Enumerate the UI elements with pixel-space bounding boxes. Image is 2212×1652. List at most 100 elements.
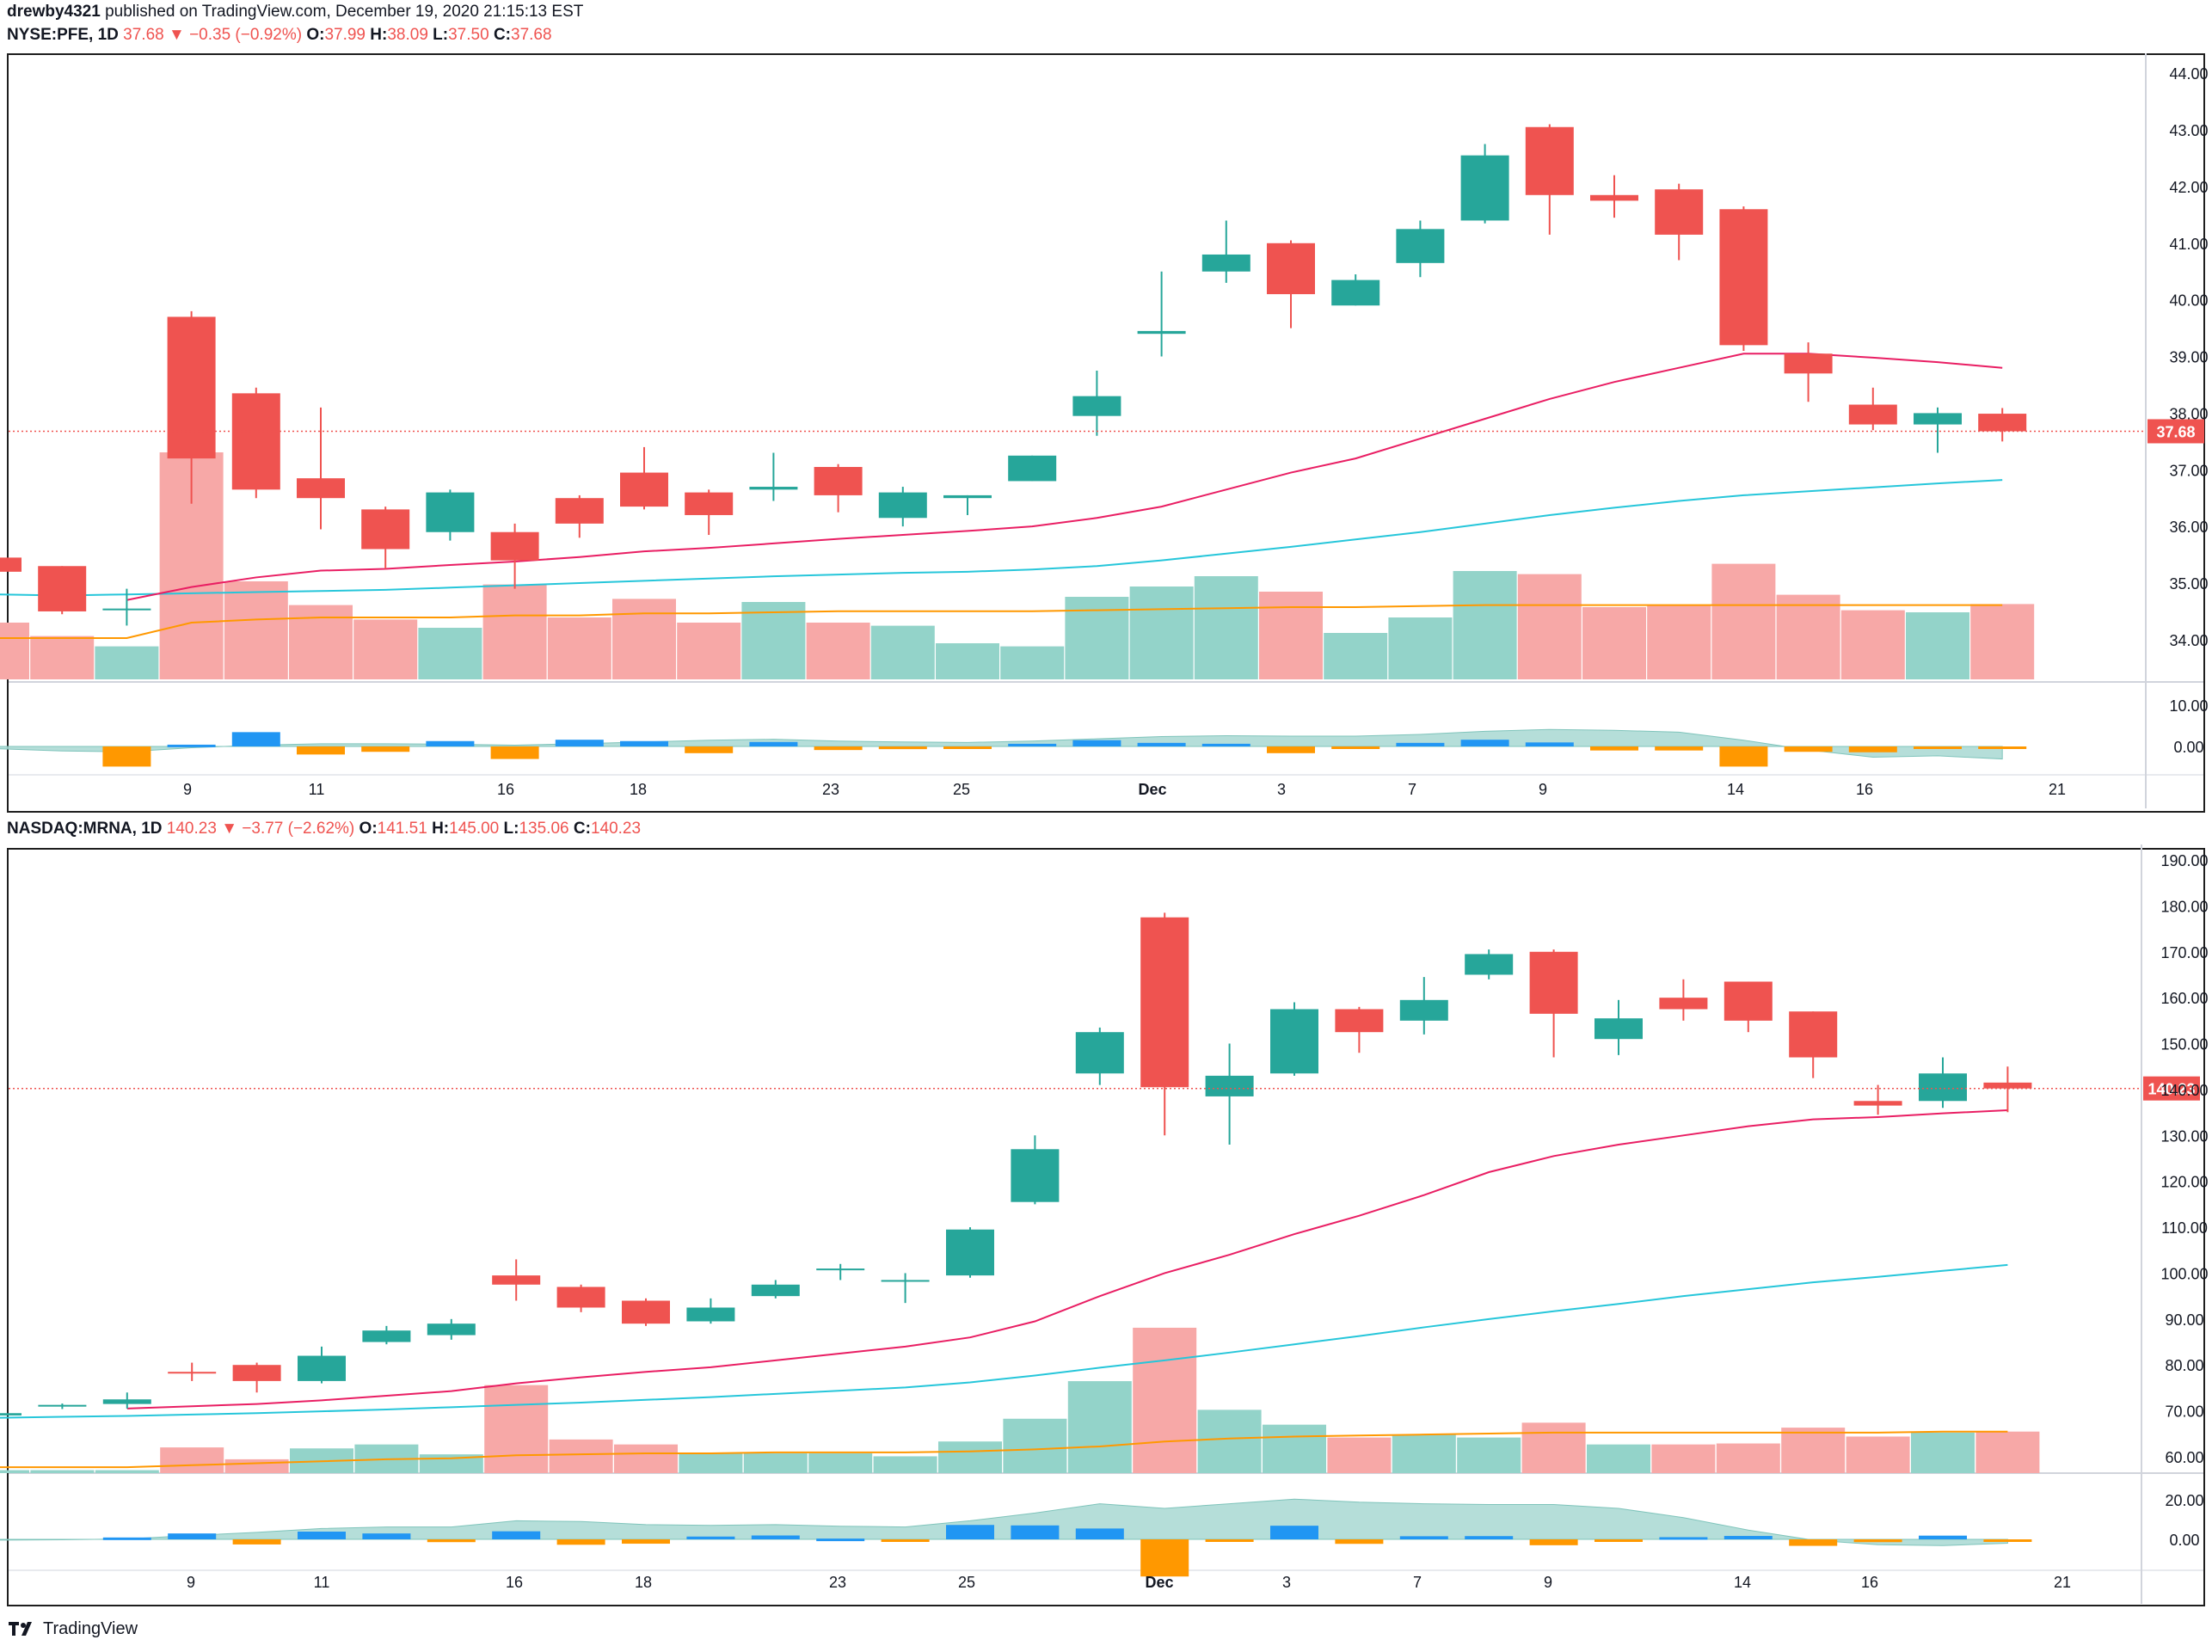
- macd-bar: [1659, 1537, 1708, 1540]
- x-tick-label: 14: [1734, 1574, 1751, 1591]
- candle-body: [1724, 981, 1773, 1021]
- candle-body: [427, 1323, 476, 1336]
- pfe-low: 37.50: [448, 26, 489, 44]
- volume-bar: [1392, 1434, 1456, 1473]
- candle-body: [1075, 1032, 1124, 1074]
- volume-bar: [1388, 617, 1453, 679]
- macd-bar: [1789, 1539, 1838, 1546]
- macd-bar: [1655, 746, 1704, 751]
- volume-bar: [30, 636, 95, 679]
- volume-bar: [1582, 607, 1646, 679]
- candle-body: [1267, 243, 1315, 295]
- volume-bar: [808, 1453, 873, 1473]
- candle-body: [620, 472, 668, 507]
- ema20-line: [126, 353, 2003, 601]
- x-tick-label: 16: [506, 1574, 523, 1591]
- candle-body: [1848, 404, 1897, 425]
- candle-body: [1914, 413, 1962, 425]
- mrna-chart: 140.23190.00180.00170.00160.00150.00140.…: [0, 844, 2209, 1604]
- candle-body: [814, 466, 863, 495]
- volume-bar: [0, 1470, 29, 1473]
- osc-tick-label: 10.00: [2169, 697, 2208, 715]
- footer-brand: TradingView: [7, 1618, 138, 1639]
- macd-bar: [1331, 746, 1380, 749]
- candle-body: [362, 1330, 411, 1342]
- volume-bar: [160, 1447, 224, 1473]
- y-tick-label: 43.00: [2169, 122, 2208, 139]
- macd-bar: [685, 746, 734, 753]
- candle-body: [749, 487, 798, 490]
- volume-bar: [1716, 1443, 1780, 1473]
- macd-bar: [1270, 1526, 1318, 1539]
- volume-bar: [743, 1453, 808, 1473]
- x-tick-label: 14: [1727, 781, 1744, 798]
- macd-bar: [1011, 1525, 1060, 1539]
- volume-bar: [1647, 605, 1711, 679]
- y-tick-label: 110.00: [2161, 1219, 2208, 1237]
- footer-brand-name: TradingView: [43, 1618, 138, 1638]
- macd-bar: [1267, 746, 1315, 753]
- y-tick-label: 170.00: [2160, 944, 2208, 961]
- pfe-symbol[interactable]: NYSE:PFE, 1D: [7, 26, 119, 44]
- macd-bar: [1460, 740, 1509, 746]
- volume-bar: [1133, 1327, 1197, 1473]
- y-tick-label: 120.00: [2160, 1174, 2208, 1191]
- candle-body: [102, 608, 151, 611]
- volume-bar: [1776, 594, 1840, 679]
- x-tick-label: 7: [1408, 781, 1416, 798]
- y-tick-label: 150.00: [2160, 1036, 2208, 1053]
- mrna-chart-frame[interactable]: [7, 848, 2205, 1606]
- candle-body: [0, 557, 22, 572]
- candle-body: [297, 478, 345, 499]
- y-tick-label: 41.00: [2169, 236, 2208, 253]
- last-price-label: 37.68: [2156, 423, 2195, 440]
- y-tick-label: 130.00: [2160, 1127, 2208, 1145]
- x-tick-label: 25: [953, 781, 970, 798]
- x-tick-label: 23: [822, 781, 839, 798]
- candle-body: [946, 1229, 994, 1276]
- volume-bar: [1263, 1424, 1326, 1473]
- x-tick-label: 7: [1413, 1574, 1422, 1591]
- x-tick-label: 18: [630, 781, 647, 798]
- candle-body: [1590, 194, 1638, 201]
- candle-body: [426, 492, 475, 532]
- mrna-symbol[interactable]: NASDAQ:MRNA, 1D: [7, 820, 163, 838]
- pfe-last: 37.68: [123, 26, 164, 44]
- publisher-username[interactable]: drewby4321: [7, 3, 101, 21]
- pfe-legend: NYSE:PFE, 1D 37.68 ▼ −0.35 (−0.92%) O:37…: [7, 26, 552, 44]
- volume-bar: [1067, 1381, 1132, 1473]
- x-tick-label: Dec: [1145, 1574, 1173, 1591]
- publish-info: published on TradingView.com, December 1…: [105, 3, 584, 21]
- volume-bar: [1517, 574, 1582, 679]
- y-tick-label: 70.00: [2165, 1403, 2203, 1421]
- mrna-close: 140.23: [590, 820, 642, 838]
- x-tick-label: 25: [958, 1574, 975, 1591]
- macd-bar: [749, 741, 798, 746]
- x-tick-label: 18: [635, 1574, 652, 1591]
- signal-area: [0, 728, 2003, 760]
- volume-bar: [1457, 1437, 1521, 1473]
- volume-bar: [1587, 1444, 1650, 1473]
- volume-bar: [1911, 1432, 1975, 1473]
- candle-body: [751, 1284, 800, 1297]
- candle-body: [943, 494, 992, 499]
- volume-ma-line: [0, 604, 2003, 639]
- y-tick-label: 39.00: [2169, 349, 2208, 366]
- last-price-tag: [2143, 1076, 2200, 1101]
- volume-bar: [224, 1459, 289, 1473]
- macd-bar: [1978, 746, 2027, 749]
- macd-bar: [556, 1539, 605, 1545]
- y-tick-label: 37.00: [2169, 462, 2208, 479]
- candle-body: [1331, 279, 1380, 306]
- y-tick-label: 60.00: [2165, 1449, 2203, 1466]
- candle-body: [1784, 353, 1833, 374]
- volume-bar: [549, 1439, 613, 1473]
- candle-body: [1525, 126, 1574, 195]
- candle-body: [1011, 1149, 1060, 1202]
- volume-bar: [614, 1444, 678, 1473]
- macd-bar: [1719, 746, 1768, 767]
- macd-bar: [427, 1539, 476, 1543]
- macd-bar: [1784, 746, 1833, 752]
- candle-body: [0, 1413, 22, 1416]
